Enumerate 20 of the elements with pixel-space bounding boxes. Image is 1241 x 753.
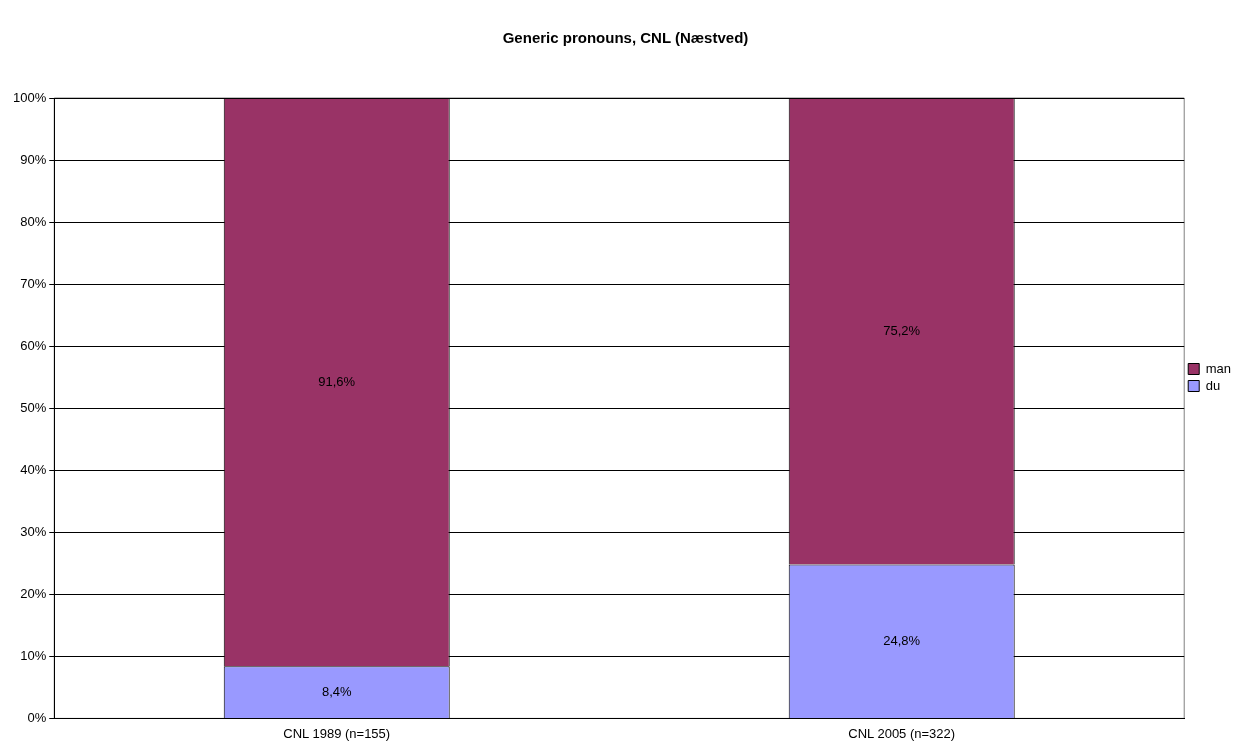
x-tick-label: CNL 2005 (n=322) xyxy=(848,725,956,741)
y-tick-label: 70% xyxy=(20,275,47,291)
x-tick-label: CNL 1989 (n=155) xyxy=(283,725,391,741)
y-tick-label: 90% xyxy=(20,151,47,167)
data-label: 8,4% xyxy=(321,683,352,699)
y-tick-label: 0% xyxy=(27,709,47,725)
y-tick-label: 40% xyxy=(20,461,47,477)
y-tick-label: 20% xyxy=(20,585,47,601)
y-tick-label: 30% xyxy=(20,523,47,539)
y-tick-label: 100% xyxy=(13,89,47,105)
y-tick-label: 50% xyxy=(20,399,47,415)
data-label: 24,8% xyxy=(883,632,921,648)
y-tick-label: 80% xyxy=(20,213,47,229)
data-label: 91,6% xyxy=(318,373,356,389)
chart-title: Generic pronouns, CNL (Næstved) xyxy=(502,29,749,47)
data-label: 75,2% xyxy=(883,322,921,338)
legend-label: du xyxy=(1205,377,1221,393)
y-tick-label: 10% xyxy=(20,647,47,663)
y-tick-label: 60% xyxy=(20,337,47,353)
legend-label: man xyxy=(1205,360,1232,376)
